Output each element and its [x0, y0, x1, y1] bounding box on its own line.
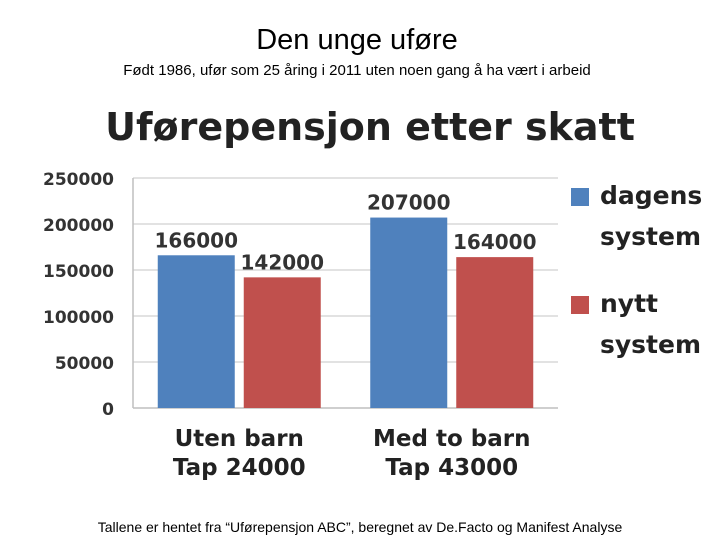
bar [456, 257, 534, 408]
slide-subtitle: Født 1986, ufør som 25 åring i 2011 uten… [123, 62, 591, 79]
y-tick-label: 200000 [43, 216, 114, 236]
data-label: 207000 [367, 191, 451, 215]
legend-label: nytt [600, 289, 658, 318]
legend-swatch [571, 188, 589, 206]
chart-title: Uførepensjon etter skatt [105, 105, 635, 149]
category-label: Med to barn [373, 426, 530, 452]
y-tick-label: 250000 [43, 170, 114, 190]
bar [243, 277, 321, 408]
bar [370, 217, 448, 408]
y-tick-label: 50000 [55, 354, 114, 374]
category-label: Uten barn [175, 426, 304, 452]
data-label: 142000 [241, 250, 325, 274]
legend-label: dagens [600, 181, 702, 210]
y-tick-label: 100000 [43, 308, 114, 328]
source-note: Tallene er hentet fra “Uførepensjon ABC”… [97, 519, 623, 535]
x-axis-categories: Uten barn Tap 24000 Med to barn Tap 43000 [173, 426, 531, 481]
bar [157, 255, 235, 408]
y-axis-ticks: 0 50000 100000 150000 200000 250000 [43, 170, 114, 420]
bar-chart: Uførepensjon etter skatt 0 50000 100000 150… [43, 105, 702, 481]
y-tick-label: 150000 [43, 262, 114, 282]
data-label: 166000 [155, 228, 239, 252]
legend: dagens system nytt system [571, 181, 702, 359]
slide-title: Den unge uføre [256, 24, 458, 56]
legend-label: system [600, 330, 701, 359]
bars: 166000 207000 142000 164000 [155, 191, 537, 408]
y-tick-label: 0 [102, 400, 114, 420]
data-label: 164000 [453, 230, 537, 254]
legend-swatch [571, 296, 589, 314]
legend-label: system [600, 222, 701, 251]
category-label: Tap 24000 [173, 455, 306, 481]
category-label: Tap 43000 [385, 455, 518, 481]
